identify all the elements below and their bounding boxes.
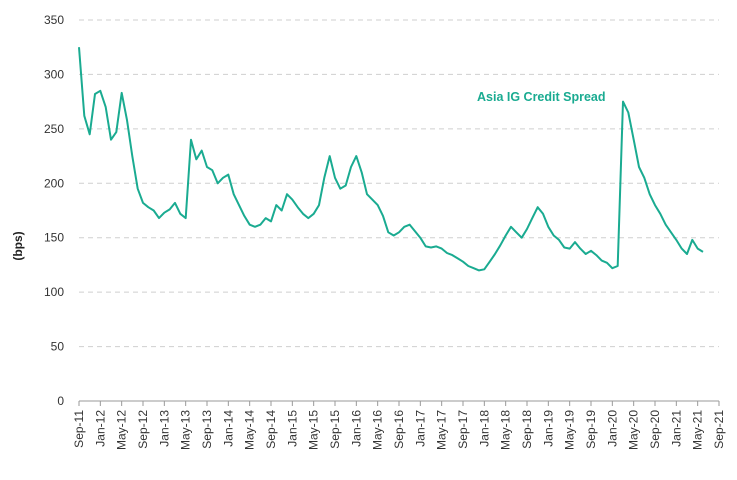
x-tick-label: Jan-14 [221,410,235,447]
x-tick-label: Jan-13 [157,410,171,447]
x-tick-label: Sep-17 [456,410,470,449]
x-tick-label: Sep-21 [712,410,726,449]
x-tick-label: Jan-15 [285,410,299,447]
x-tick-label: Sep-13 [200,410,214,449]
x-tick-label: Sep-19 [584,410,598,449]
x-tick-label: Sep-20 [648,410,662,449]
y-tick-label: 100 [44,285,64,299]
y-axis-label: (bps) [11,231,25,260]
x-tick-label: Jan-19 [541,410,555,447]
x-tick-label: May-20 [627,410,641,450]
x-axis: Sep-11 Jan-12 May-12 Sep-12 Jan-13 May-13 Sep-… [72,400,726,450]
series-label: Asia IG Credit Spread [477,90,606,104]
x-tick-label: May-13 [179,410,193,450]
series [78,47,704,272]
x-tick-label: May-17 [435,410,449,450]
y-tick-label: 0 [57,394,64,408]
x-tick-label: Jan-17 [413,410,427,447]
x-tick-label: May-19 [563,410,577,450]
y-tick-label: 50 [51,340,65,354]
x-tick-label: Jan-18 [477,410,491,447]
x-tick-label: May-18 [499,410,513,450]
x-tick-label: Jan-20 [605,410,619,447]
x-tick-label: Jan-21 [669,410,683,447]
series-line [78,47,704,272]
x-tick-label: May-16 [371,410,385,450]
x-tick-label: Jan-12 [93,410,107,447]
x-tick-label: Sep-12 [136,410,150,449]
x-tick-label: Sep-11 [72,410,86,448]
x-tick-label: May-14 [243,410,257,450]
x-tick-label: Sep-16 [392,410,406,449]
y-tick-label: 250 [44,122,64,136]
y-tick-label: 300 [44,67,64,81]
x-tick-label: Sep-14 [264,410,278,449]
y-axis: 0 50 100 150 200 250 300 350 [44,13,64,408]
gridlines [79,19,719,348]
y-tick-label: 350 [44,13,64,27]
y-tick-label: 150 [44,231,64,245]
x-tick-label: Sep-18 [520,410,534,449]
x-tick-label: Jan-16 [349,410,363,447]
y-tick-label: 200 [44,176,64,190]
x-tick-label: May-21 [691,410,705,450]
x-tick-label: May-12 [115,410,129,450]
x-tick-label: Sep-15 [328,410,342,449]
x-tick-label: May-15 [307,410,321,450]
